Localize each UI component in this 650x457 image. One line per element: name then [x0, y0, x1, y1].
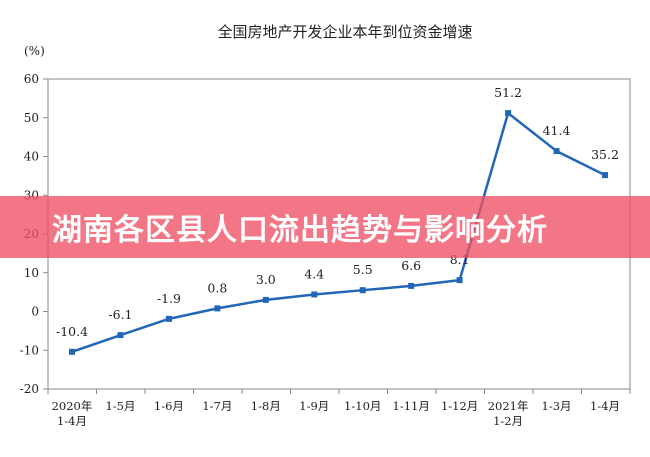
data-point [456, 277, 463, 284]
x-tick-label: 1-10月 [344, 399, 381, 413]
data-point [165, 315, 172, 322]
data-point [359, 287, 366, 294]
x-tick-label-line: 1-12月 [441, 399, 478, 413]
data-label: -1.9 [157, 291, 181, 306]
data-point [505, 110, 512, 117]
data-label: 41.4 [543, 123, 571, 138]
data-label: -10.4 [56, 324, 88, 339]
series-line: -10.4-6.1-1.90.83.0 4.4 5.5 6.6 8.151.241.43… [56, 85, 619, 355]
data-label: 3.0 [256, 272, 276, 287]
data-point [408, 282, 415, 289]
x-tick-label-line: 1-2月 [493, 414, 523, 428]
data-point [262, 296, 269, 303]
data-label: 51.2 [494, 85, 522, 100]
y-axis-unit-label: (%) [24, 44, 45, 58]
x-tick-label: 1-12月 [441, 399, 478, 413]
data-point [214, 305, 221, 312]
y-tick-label: -20 [20, 382, 39, 396]
x-tick-label-line: 1-8月 [251, 399, 281, 413]
data-point [311, 291, 318, 298]
data-point [117, 332, 124, 339]
x-tick-label-line: 2021年 [488, 399, 529, 413]
series-polyline [71, 111, 606, 353]
data-point [553, 148, 560, 155]
x-tick-label: 2021年 1-2月 [488, 399, 529, 428]
y-axis: -20-100102030405060 [20, 72, 48, 396]
y-tick-label: 40 [24, 150, 39, 164]
data-label: 35.2 [591, 147, 619, 162]
x-tick-label-line: 1-7月 [202, 399, 232, 413]
x-tick-label-line: 1-11月 [393, 399, 430, 413]
y-tick-label: 50 [24, 111, 39, 125]
y-tick-label: 10 [24, 266, 39, 280]
data-point [69, 348, 75, 355]
y-tick-label: 60 [24, 72, 39, 86]
y-tick-label: 0 [31, 305, 39, 319]
x-tick-label-line: 2020年 [52, 399, 93, 413]
chart-title: 全国房地产开发企业本年到位资金增速 [217, 23, 472, 41]
overlay-title: 湖南各区县人口流出趋势与影响分析 [52, 213, 548, 248]
x-tick-label-line: 1-5月 [105, 399, 135, 413]
x-tick-label-line: 1-4月 [57, 414, 87, 428]
x-tick-label: 1-4月 [590, 399, 620, 413]
x-tick-label: 1-9月 [299, 399, 329, 413]
x-tick-label-line: 1-6月 [154, 399, 184, 413]
title-banner [0, 196, 650, 258]
x-tick-label-line: 1-10月 [344, 399, 381, 413]
data-label: 4.4 [304, 266, 324, 281]
data-point [602, 172, 608, 179]
x-tick-label-line: 1-3月 [542, 399, 572, 413]
x-tick-label: 1-3月 [542, 399, 572, 413]
y-tick-label: -10 [20, 343, 39, 357]
x-tick-label: 1-5月 [105, 399, 135, 413]
x-tick-label: 1-6月 [154, 399, 184, 413]
x-tick-label: 1-8月 [251, 399, 281, 413]
x-tick-label: 1-7月 [202, 399, 232, 413]
x-axis: 2020年 1-4月1-5月 1-6月 1-7月 1-8月 1-9月 1-10月 1-11月 1… [47, 389, 631, 428]
data-label: 5.5 [353, 262, 373, 277]
x-tick-label: 1-11月 [393, 399, 430, 413]
x-tick-label: 2020年 1-4月 [52, 399, 93, 428]
x-tick-label-line: 1-9月 [299, 399, 329, 413]
x-tick-label-line: 1-4月 [590, 399, 620, 413]
data-label: -6.1 [108, 307, 132, 322]
data-label: 0.8 [207, 280, 227, 295]
data-label: 6.6 [401, 258, 421, 273]
